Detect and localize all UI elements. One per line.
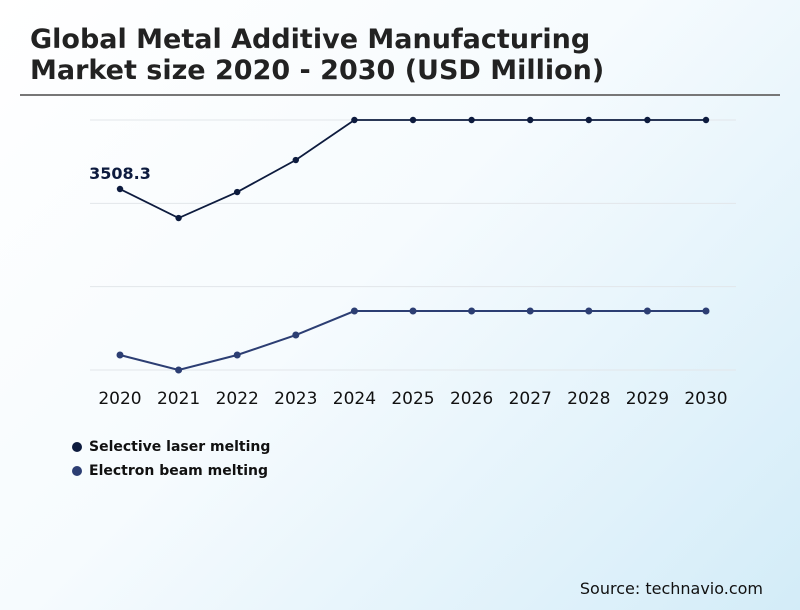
data-point xyxy=(409,116,417,124)
data-point xyxy=(585,307,593,315)
data-point xyxy=(351,116,358,124)
legend-marker xyxy=(72,442,82,452)
x-tick-label: 2021 xyxy=(157,389,200,409)
title-line-2: Market size 2020 - 2030 (USD Million) xyxy=(30,55,605,86)
x-tick-label: 2022 xyxy=(216,389,259,409)
data-point xyxy=(292,331,300,339)
title-divider xyxy=(20,94,780,96)
legend-label: Selective laser melting xyxy=(89,439,271,455)
data-point xyxy=(468,307,476,315)
data-point xyxy=(292,156,299,164)
x-tick-label: 2026 xyxy=(450,389,493,409)
legend-marker xyxy=(72,466,82,476)
data-point xyxy=(585,116,592,124)
legend-label: Electron beam melting xyxy=(89,463,268,479)
data-point xyxy=(116,351,124,359)
data-point xyxy=(526,307,534,315)
x-tick-label: 2030 xyxy=(684,389,727,409)
data-point xyxy=(643,307,651,315)
source-credit: Source: technavio.com xyxy=(579,579,763,598)
x-tick-label: 2023 xyxy=(274,389,317,409)
data-label: 3508.3 xyxy=(89,164,151,183)
legend-item-selective-laser-melting: Selective laser melting xyxy=(72,435,270,459)
data-point xyxy=(175,366,183,374)
data-point xyxy=(175,214,182,222)
data-point xyxy=(702,307,710,315)
legend-item-electron-beam-melting: Electron beam melting xyxy=(72,459,270,483)
x-tick-label: 2028 xyxy=(567,389,610,409)
data-point xyxy=(233,351,241,359)
data-point xyxy=(702,116,710,124)
legend: Selective laser melting Electron beam me… xyxy=(72,435,270,483)
data-point xyxy=(644,116,651,124)
x-tick-label: 2024 xyxy=(333,389,376,409)
data-point xyxy=(350,307,358,315)
data-point xyxy=(116,185,124,193)
series-line xyxy=(119,310,706,372)
x-tick-label: 2029 xyxy=(626,389,669,409)
x-tick-label: 2025 xyxy=(391,389,434,409)
data-point xyxy=(234,188,241,196)
data-point xyxy=(527,116,534,124)
title-line-1: Global Metal Additive Manufacturing xyxy=(30,24,591,55)
x-tick-label: 2027 xyxy=(509,389,552,409)
x-tick-label: 2020 xyxy=(98,389,141,409)
data-point xyxy=(468,116,475,124)
data-point xyxy=(409,307,417,315)
chart-title: Global Metal Additive Manufacturing Mark… xyxy=(30,24,604,86)
